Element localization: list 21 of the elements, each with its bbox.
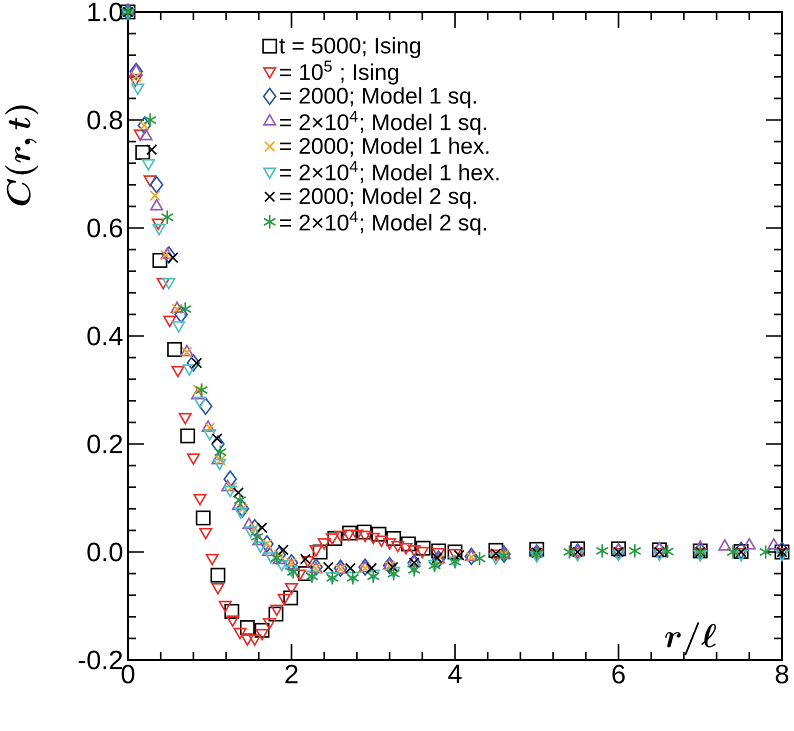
y-tick-label: 0.8 (87, 110, 122, 130)
legend-label: = 2×10$^{4}$; Model 1 sq. (280, 110, 486, 135)
legend-label: = 2×10$^{4}$; Model 1 hex. (280, 161, 499, 184)
x-tick-label: 8 (776, 664, 788, 684)
y-tick-label: 0.6 (87, 218, 122, 238)
y-tick-label: -0.2 (78, 650, 122, 670)
x-tick-label: 2 (285, 664, 298, 684)
y-tick-label: 0.2 (87, 434, 122, 454)
y-tick-label: 0.4 (87, 326, 123, 346)
legend-label: = 2000; Model 2 sq. (280, 188, 476, 209)
legend-label: = 2000; Model 1 hex. (280, 137, 488, 157)
legend-label: = 10$^{5}$ ; Ising (280, 60, 398, 85)
x-tick-label: 0 (122, 664, 134, 684)
legend-label: = 2×10$^{4}$; Model 2 sq. (280, 211, 486, 236)
y-tick-label: 0.0 (87, 542, 122, 562)
x-tick-label: 6 (612, 664, 625, 684)
x-tick-label: 4 (448, 664, 462, 683)
x-axis-title: $r/\ell$ (665, 622, 716, 656)
legend-label: = 2000; Model 1 sq. (280, 87, 476, 108)
y-axis-title: $C(r,t)$ (5, 106, 38, 206)
legend-label: t = 5000; Ising (279, 37, 420, 58)
